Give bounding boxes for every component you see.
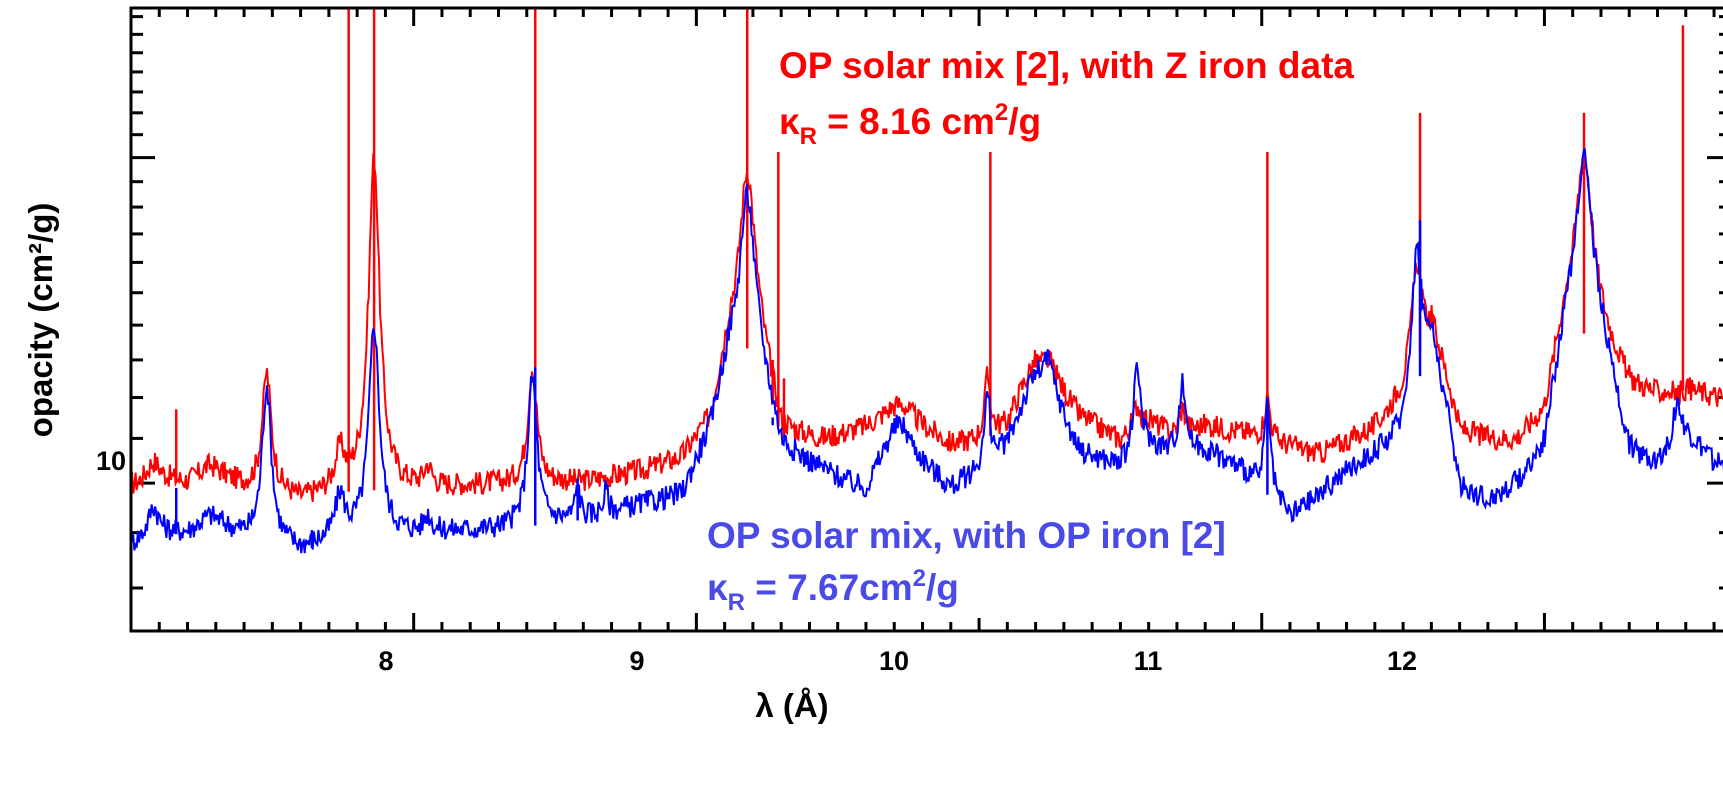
blue-kappa-sup: 2 (913, 565, 926, 592)
plot-frame (129, 6, 1723, 633)
red-kappa-tail: /g (1008, 101, 1041, 142)
y-tick-label-10: 10 (96, 446, 126, 476)
red-kappa-sub: R (800, 123, 817, 150)
x-tick-labels: 8 9 10 11 12 (378, 646, 1417, 676)
series-line (130, 147, 1723, 554)
x-tick-label-12: 12 (1387, 646, 1417, 676)
y-axis-title: opacity (cm²/g) (22, 203, 59, 438)
red-kappa-label: κR = 8.16 cm2/g (779, 99, 1041, 150)
blue-kappa-symbol: κ (707, 567, 728, 608)
blue-kappa-label: κR = 7.67cm2/g (707, 565, 959, 616)
red-kappa-value: = 8.16 cm (817, 101, 995, 142)
x-tick-label-11: 11 (1134, 646, 1163, 676)
blue-kappa-sub: R (728, 589, 745, 616)
red-kappa-sup: 2 (995, 99, 1008, 126)
red-kappa-symbol: κ (779, 101, 800, 142)
red-annotation-bg (770, 36, 1382, 152)
x-tick-label-9: 9 (629, 646, 644, 676)
x-tick-label-8: 8 (378, 646, 393, 676)
series-layer (130, 8, 1723, 554)
blue-kappa-tail: /g (926, 567, 959, 608)
series-op-iron (130, 147, 1723, 554)
blue-series-label: OP solar mix, with OP iron [2] (707, 515, 1226, 556)
blue-kappa-value: = 7.67cm (745, 567, 913, 608)
x-tick-label-10: 10 (879, 646, 909, 676)
series-line (130, 153, 1723, 503)
red-series-label: OP solar mix [2], with Z iron data (779, 45, 1354, 86)
blue-annotation-bg (700, 510, 1260, 618)
x-axis-title: λ (Å) (755, 687, 828, 724)
